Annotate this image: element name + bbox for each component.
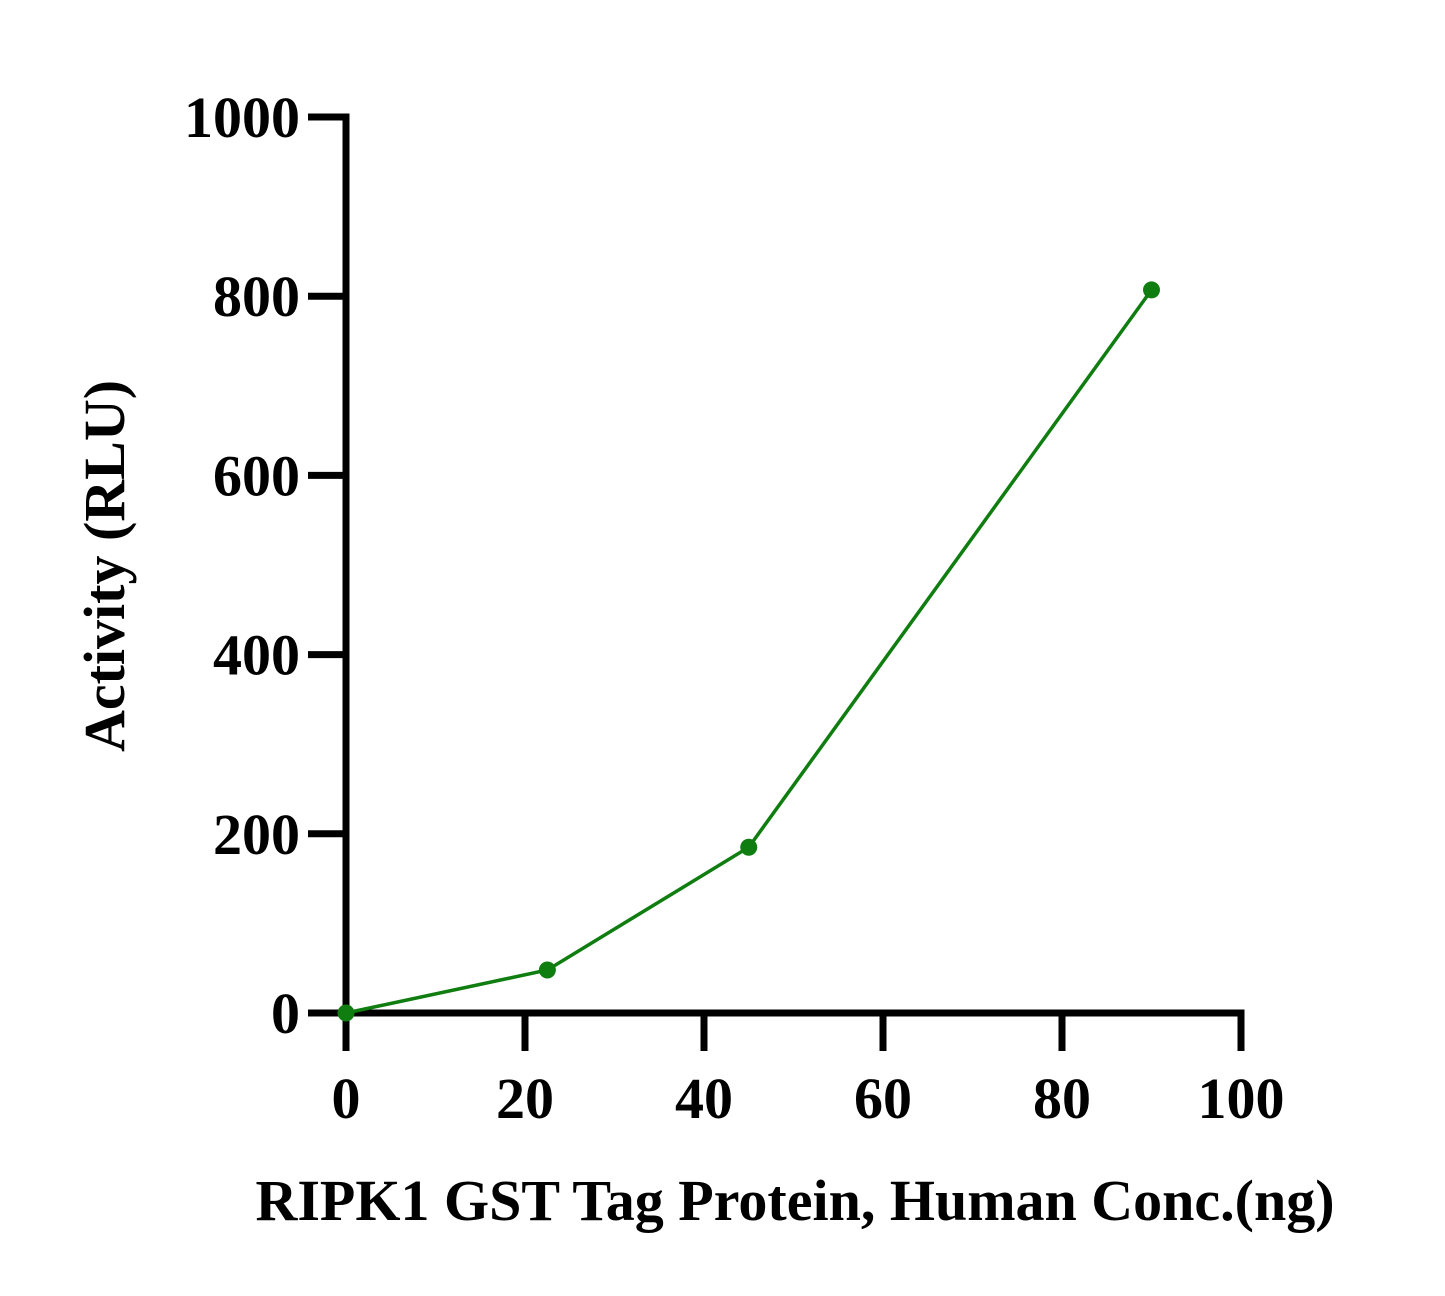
x-tick-label: 40 [675, 1066, 733, 1131]
data-point [740, 838, 758, 856]
y-tick-label: 600 [213, 443, 300, 508]
x-tick-label: 80 [1033, 1066, 1091, 1131]
data-point [538, 961, 556, 979]
data-point [337, 1004, 355, 1022]
y-axis-title: Activity (RLU) [72, 380, 137, 752]
y-tick-label: 200 [213, 802, 300, 867]
y-tick-label: 800 [213, 264, 300, 329]
y-tick-label: 400 [213, 623, 300, 688]
y-tick-label: 1000 [184, 85, 300, 150]
y-axis-ticks: 0 200 400 600 800 1000 [184, 85, 346, 1046]
x-axis-ticks: 0 20 40 60 80 100 [332, 1013, 1285, 1131]
series-layer [337, 281, 1160, 1022]
y-tick-label: 0 [271, 981, 300, 1046]
x-tick-label: 100 [1198, 1066, 1285, 1131]
series-line [345, 288, 1153, 1015]
x-tick-label: 0 [332, 1066, 361, 1131]
x-tick-label: 60 [854, 1066, 912, 1131]
x-axis-title: RIPK1 GST Tag Protein, Human Conc.(ng) [255, 1168, 1334, 1233]
x-tick-label: 20 [496, 1066, 554, 1131]
data-point [1143, 281, 1160, 299]
